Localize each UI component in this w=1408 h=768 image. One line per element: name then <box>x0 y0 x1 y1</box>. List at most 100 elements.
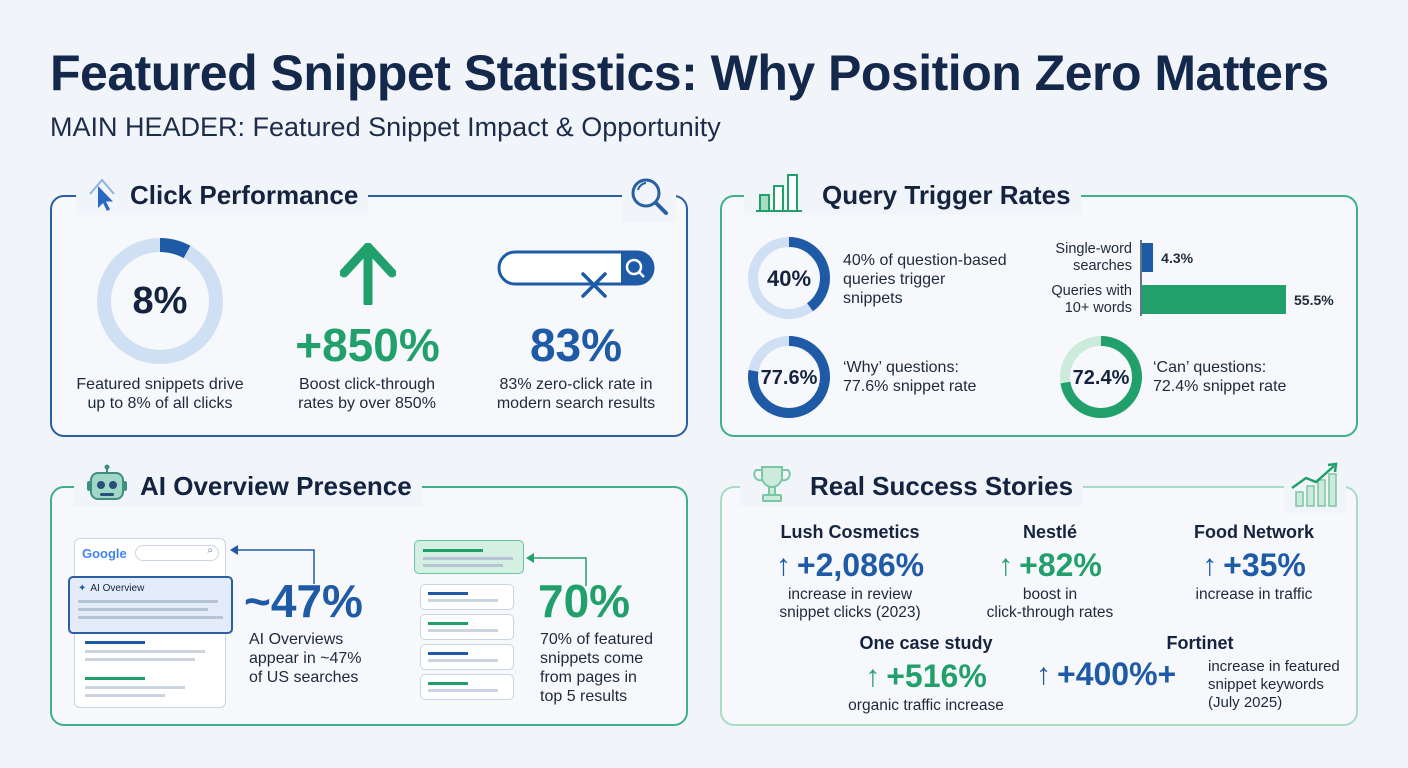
sparkle-icon: ✦ <box>78 583 87 594</box>
cursor-icon <box>86 174 120 217</box>
question-queries-caption: 40% of question-based queries trigger sn… <box>843 252 1007 307</box>
can-questions-ring <box>1058 334 1144 425</box>
click-share-caption: Featured snippets drive up to 8% of all … <box>76 376 244 412</box>
up-arrow-icon: ↑ <box>775 548 791 582</box>
header-rule <box>1088 486 1284 488</box>
bar-label-single-word: Single-word searches <box>1055 241 1132 274</box>
ai-overview-heading: AI Overview Presence <box>140 470 412 501</box>
query-trigger-panel <box>720 195 1358 437</box>
story-company: One case study <box>859 633 993 653</box>
header-rule <box>1086 195 1302 197</box>
result-card-4 <box>420 674 514 700</box>
mock-search-icon: ⌕ <box>207 545 213 556</box>
story-fortinet-value-row: ↑ +400%+ <box>1036 656 1176 693</box>
header-rule <box>386 195 616 197</box>
success-stories-header: Real Success Stories <box>740 465 1084 506</box>
story-value: +400%+ <box>1057 656 1177 692</box>
page-title: Featured Snippet Statistics: Why Positio… <box>50 45 1329 101</box>
mock-result-line <box>85 686 185 689</box>
story-case-study: One case study ↑ +516% organic traffic i… <box>816 633 1036 715</box>
mock-text-line <box>78 608 208 611</box>
story-caption: increase in review snippet clicks (2023) <box>779 586 921 621</box>
bar-long-queries-value: 55.5% <box>1294 292 1334 308</box>
bar-chart-icon <box>754 173 804 218</box>
bar-single-word-value: 4.3% <box>1161 250 1194 266</box>
click-share-value: 8% <box>132 280 188 322</box>
query-trigger-header: Query Trigger Rates <box>744 173 1081 218</box>
mock-text-line <box>78 600 218 603</box>
ai-overview-value: ~47% <box>244 575 363 627</box>
ai-overview-box-label: AI Overview <box>90 583 145 594</box>
mock-search-box: ⌕ <box>135 545 219 561</box>
ctr-boost-caption: Boost click-through rates by over 850% <box>298 376 436 412</box>
top-five-caption: 70% of featured snippets come from pages… <box>540 631 653 705</box>
query-trigger-heading: Query Trigger Rates <box>822 179 1071 210</box>
click-performance-heading: Click Performance <box>130 179 359 210</box>
click-performance-header: Click Performance <box>76 174 369 217</box>
story-company: Fortinet <box>1166 633 1234 653</box>
bar-single-word <box>1142 243 1154 272</box>
question-queries-value: 40% <box>766 266 812 291</box>
up-arrow-icon: ↑ <box>998 548 1014 582</box>
can-questions-value: 72.4% <box>1072 367 1130 389</box>
ai-overview-caption: AI Overviews appear in ~47% of US search… <box>249 631 362 686</box>
mock-result-line <box>85 677 145 680</box>
magnifier-icon <box>622 175 676 222</box>
growth-chart-icon <box>1284 462 1346 513</box>
bar-long-queries <box>1142 285 1286 314</box>
page-subtitle: MAIN HEADER: Featured Snippet Impact & O… <box>50 112 721 142</box>
can-questions-caption: ‘Can’ questions: 72.4% snippet rate <box>1153 359 1287 395</box>
robot-icon <box>84 464 130 509</box>
mock-text-line <box>78 616 223 619</box>
why-questions-ring <box>746 334 832 425</box>
why-questions-value: 77.6% <box>760 367 818 389</box>
zero-click-value: 83% <box>529 319 623 371</box>
click-share-ring <box>96 237 224 370</box>
story-value: +82% <box>1019 547 1102 583</box>
story-company: Nestlé <box>1022 522 1078 542</box>
bar-axis <box>1140 240 1142 316</box>
story-value: +35% <box>1223 547 1306 583</box>
story-nestle: Nestlé ↑ +82% boost in click-through rat… <box>940 522 1160 622</box>
ai-overview-header: AI Overview Presence <box>74 464 422 509</box>
story-caption: boost in click-through rates <box>986 586 1114 621</box>
story-value: +2,086% <box>796 547 925 583</box>
top-five-value: 70% <box>538 575 631 627</box>
click-performance-panel <box>50 195 688 437</box>
result-card-3 <box>420 644 514 670</box>
mock-result-line <box>85 658 195 661</box>
ctr-boost-value: +850% <box>295 319 440 371</box>
header-rule <box>436 486 664 488</box>
google-logo: Google <box>82 546 127 561</box>
trophy-icon <box>750 463 794 510</box>
story-fortinet-caption: increase in featured snippet keywords (J… <box>1208 658 1340 711</box>
why-questions-caption: ‘Why’ questions: 77.6% snippet rate <box>843 359 977 395</box>
story-lush: Lush Cosmetics ↑ +2,086% increase in rev… <box>740 522 960 622</box>
success-stories-heading: Real Success Stories <box>810 470 1074 501</box>
bar-label-long-queries: Queries with 10+ words <box>1051 283 1132 316</box>
connector-arrow-left <box>228 540 318 595</box>
story-company: Lush Cosmetics <box>780 522 920 542</box>
story-company: Food Network <box>1194 522 1314 542</box>
result-card-2 <box>420 614 514 640</box>
zero-click-caption: 83% zero-click rate in modern search res… <box>496 376 656 412</box>
success-stories-panel <box>720 486 1358 726</box>
up-arrow-icon: ↑ <box>865 659 881 693</box>
search-bar-icon <box>497 250 657 305</box>
featured-snippet-card <box>414 540 524 574</box>
up-arrow-icon: ↑ <box>1202 548 1218 582</box>
story-caption: increase in traffic <box>1195 586 1313 603</box>
story-food-network: Food Network ↑ +35% increase in traffic <box>1144 522 1364 604</box>
question-queries-ring <box>746 235 832 326</box>
mock-result-line <box>85 694 165 697</box>
ai-overview-box: ✦ AI Overview <box>68 576 233 634</box>
mock-result-line <box>85 641 145 644</box>
story-fortinet-name: Fortinet <box>1150 633 1250 654</box>
mock-result-line <box>85 650 205 653</box>
story-value: +516% <box>886 658 987 694</box>
connector-arrow-right <box>524 548 594 595</box>
up-arrow-icon <box>339 242 397 310</box>
story-caption: organic traffic increase <box>848 697 1004 714</box>
up-arrow-icon: ↑ <box>1036 657 1051 691</box>
result-card-1 <box>420 584 514 610</box>
